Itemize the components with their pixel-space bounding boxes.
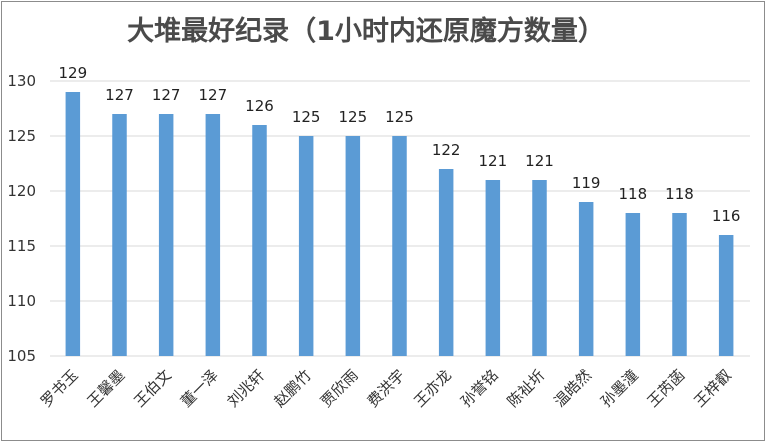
- data-label: 119: [572, 174, 601, 192]
- x-tick-label: 王梓叡: [690, 366, 735, 411]
- data-label: 122: [432, 141, 461, 159]
- bar: [438, 169, 454, 356]
- bar: [532, 180, 547, 356]
- y-tick-label: 115: [7, 237, 36, 255]
- y-tick-label: 110: [7, 292, 36, 310]
- x-tick-label: 贾欣雨: [317, 366, 362, 411]
- x-tick-label: 孙誉铭: [457, 366, 502, 411]
- y-tick-label: 120: [7, 182, 36, 200]
- data-label: 118: [619, 185, 648, 203]
- data-label: 129: [59, 64, 88, 82]
- x-tick-label: 王芮菡: [644, 366, 689, 411]
- bar: [578, 202, 594, 356]
- data-label: 125: [292, 108, 321, 126]
- x-tick-label: 赵鹏竹: [270, 366, 315, 411]
- x-tick-label: 王馨墨: [84, 366, 129, 411]
- x-tick-label: 费洪宇: [364, 366, 409, 411]
- y-tick-label: 105: [7, 347, 36, 365]
- bar: [345, 136, 361, 356]
- x-tick-label: 罗书玉: [37, 366, 82, 411]
- bar: [392, 136, 407, 356]
- x-tick-label: 刘兆轩: [224, 366, 269, 411]
- data-label: 127: [152, 86, 181, 104]
- x-tick-label: 孙墨潼: [597, 366, 642, 411]
- data-label: 125: [385, 108, 414, 126]
- x-tick-label: 董一泽: [177, 366, 222, 411]
- data-label: 125: [339, 108, 368, 126]
- bar: [205, 114, 221, 356]
- chart-title: 大堆最好纪录（1小时内还原魔方数量）: [127, 15, 605, 47]
- bar: [485, 180, 501, 356]
- bar: [112, 114, 127, 356]
- bar: [672, 213, 687, 356]
- data-label: 127: [105, 86, 134, 104]
- bar: [158, 114, 174, 356]
- x-tick-label: 王亦龙: [410, 366, 455, 411]
- bar: [625, 213, 641, 356]
- x-tick-label: 温皓然: [550, 366, 595, 411]
- data-label: 127: [199, 86, 228, 104]
- bar: [298, 136, 314, 356]
- data-label: 126: [245, 97, 274, 115]
- bar: [718, 235, 734, 356]
- data-label: 118: [665, 185, 694, 203]
- data-label: 116: [712, 207, 741, 225]
- bar: [65, 92, 81, 356]
- y-tick-label: 130: [7, 72, 36, 90]
- x-tick-label: 陈祉圻: [504, 366, 549, 411]
- y-tick-label: 125: [7, 127, 36, 145]
- data-label: 121: [525, 152, 554, 170]
- bar: [252, 125, 267, 356]
- x-tick-label: 王伯文: [130, 366, 175, 411]
- data-label: 121: [479, 152, 508, 170]
